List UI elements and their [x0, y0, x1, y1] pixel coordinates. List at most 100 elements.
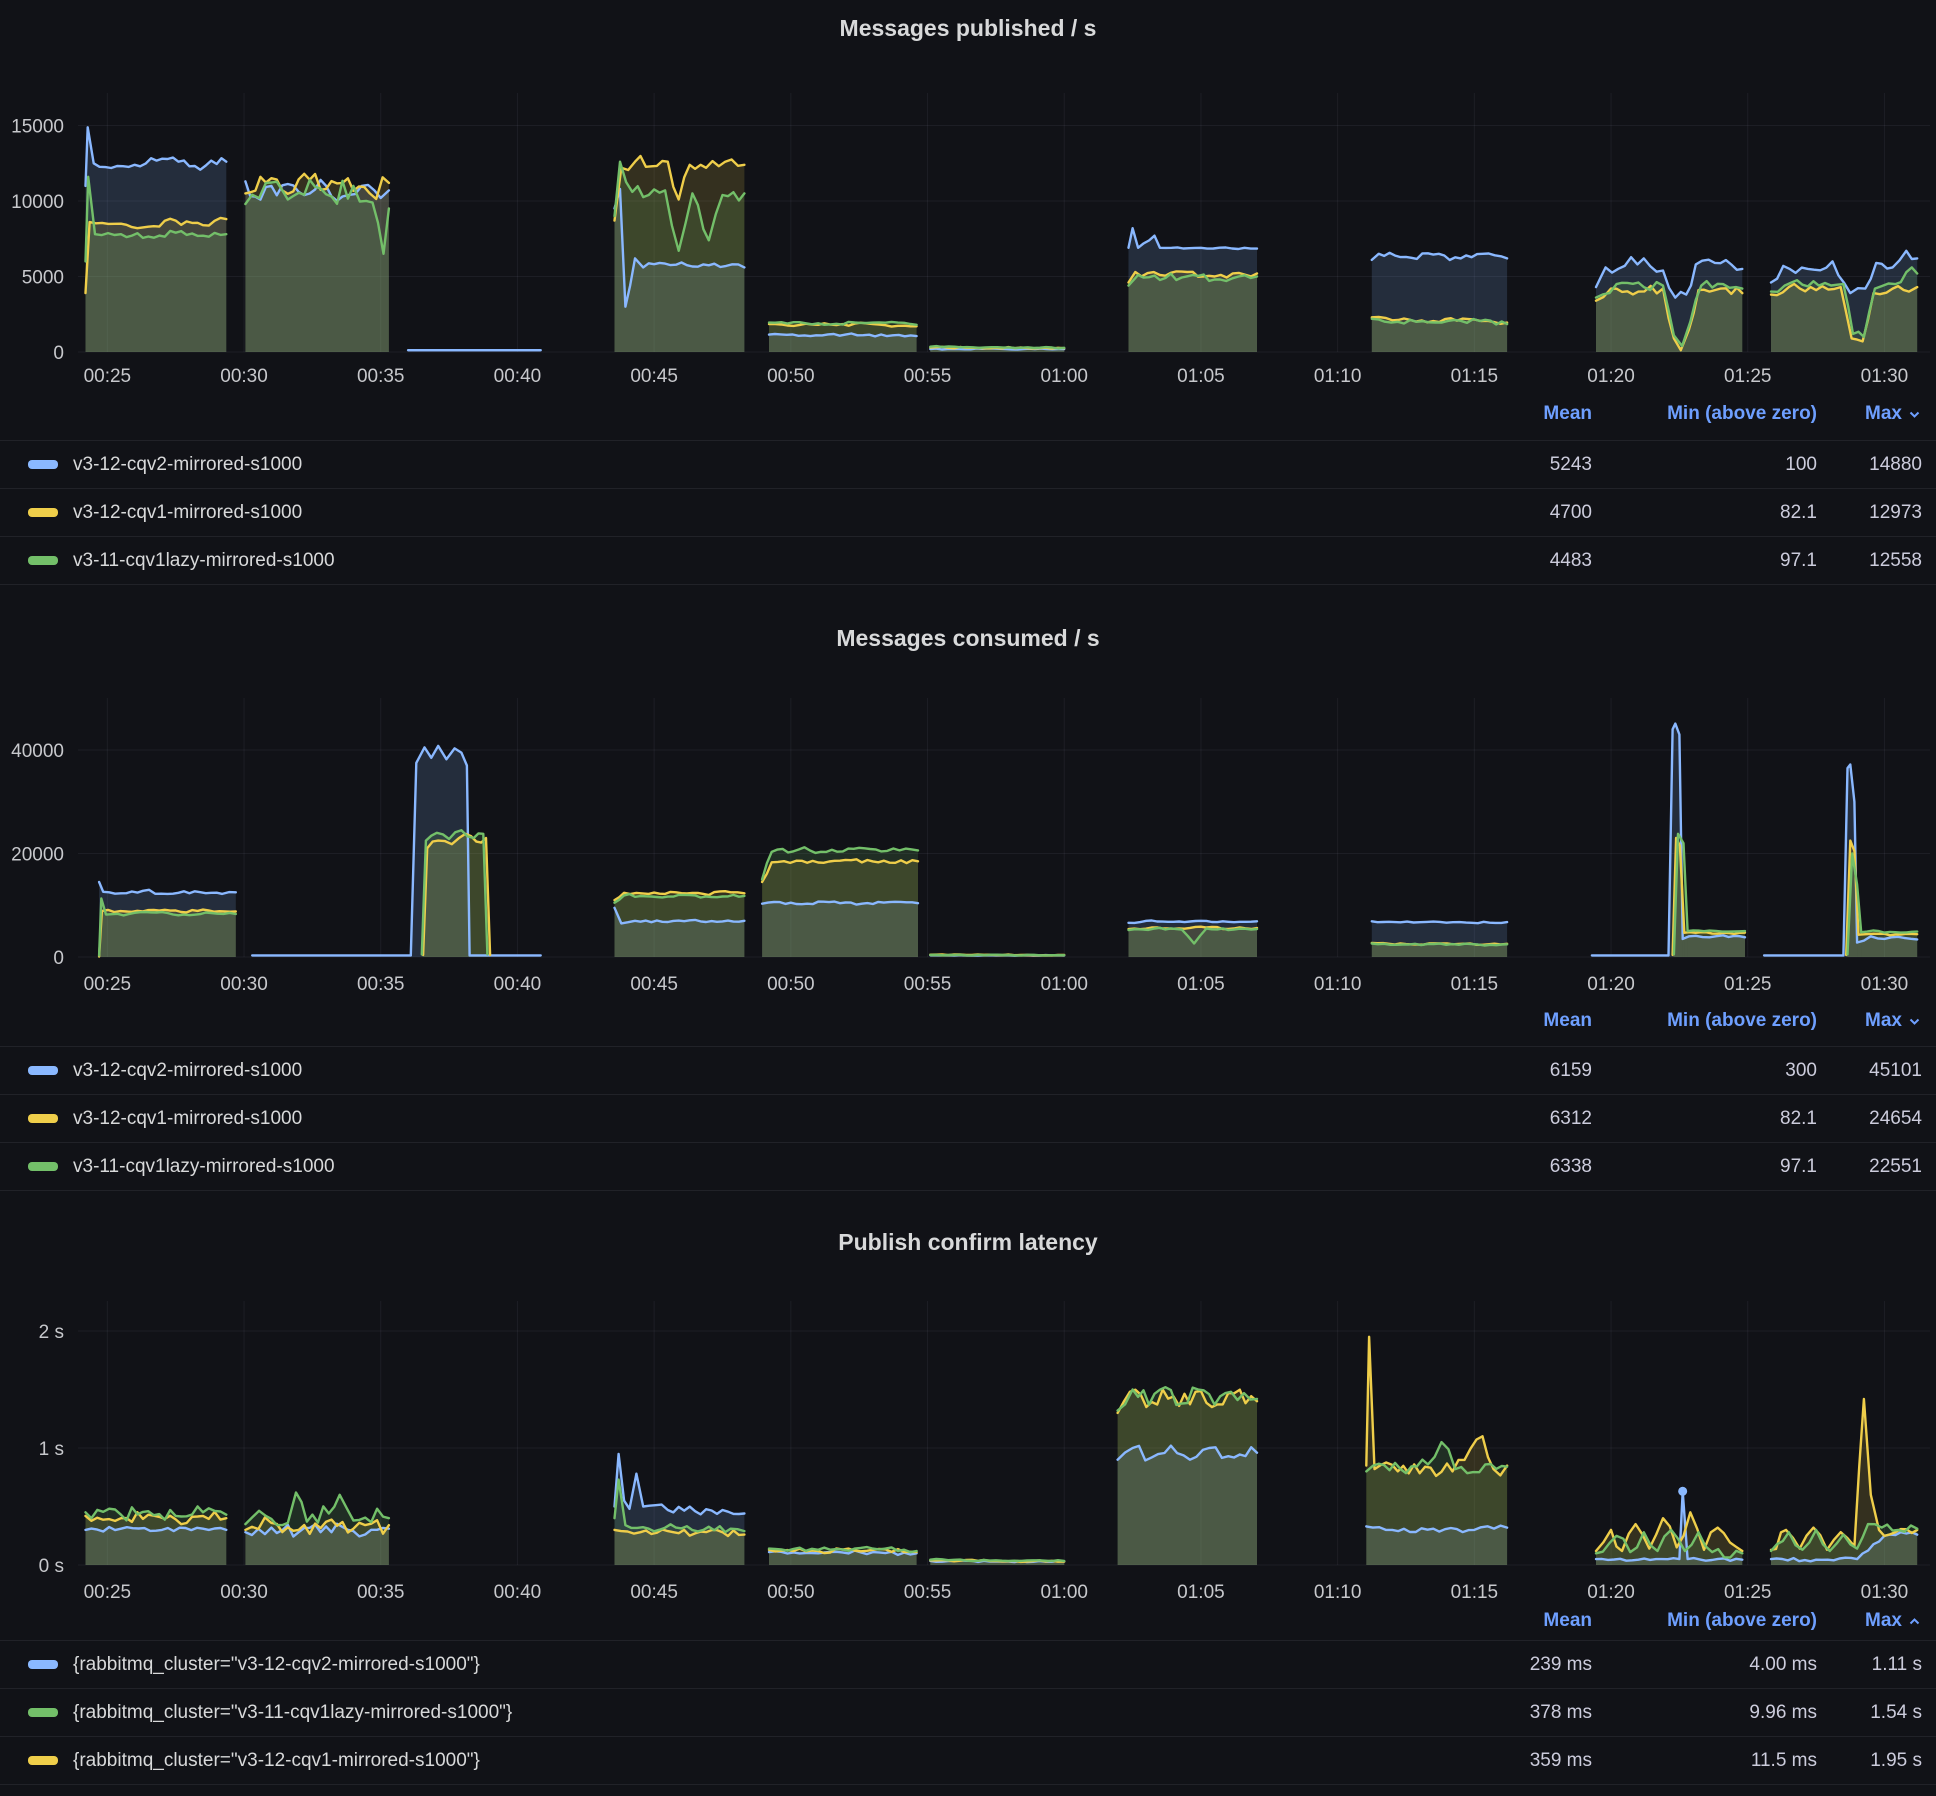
series-label[interactable]: v3-11-cqv1lazy-mirrored-s1000 — [73, 549, 335, 571]
series-color-swatch-blue[interactable] — [28, 1066, 58, 1075]
panel-title-publish-confirm-latency[interactable]: Publish confirm latency — [838, 1229, 1098, 1255]
series-line-blue — [1842, 763, 1859, 957]
series-color-swatch-yellow[interactable] — [28, 1756, 58, 1765]
series-label[interactable]: v3-12-cqv1-mirrored-s1000 — [73, 1107, 303, 1129]
svg-text:00:45: 00:45 — [630, 366, 678, 387]
legend-row: v3-11-cqv1lazy-mirrored-s1000 4483 97.1 125… — [0, 536, 1936, 584]
value-max: 22551 — [1869, 1155, 1922, 1177]
series-color-swatch-green[interactable] — [28, 1162, 58, 1171]
series-color-swatch-green[interactable] — [28, 556, 58, 565]
grid — [78, 93, 1930, 353]
area-fill-blue — [1857, 936, 1918, 957]
legend-column-label: Max — [1865, 1010, 1902, 1031]
legend-column-label: Mean — [1543, 403, 1592, 424]
series-line-blue — [1127, 919, 1259, 925]
series-line-blue — [1769, 1531, 1919, 1563]
series-line-green — [1769, 1522, 1919, 1553]
area-fill-blue — [614, 907, 745, 957]
series-line-green — [84, 1505, 228, 1522]
svg-text:01:10: 01:10 — [1314, 974, 1362, 995]
panel-title-messages-published[interactable]: Messages published / s — [839, 15, 1097, 41]
series-line-yellow — [1365, 1335, 1509, 1478]
series-line-blue — [1127, 227, 1259, 251]
series-line-blue — [1667, 722, 1684, 957]
series-label[interactable]: v3-11-cqv1lazy-mirrored-s1000 — [73, 1155, 335, 1177]
legend-column-label: Min (above zero) — [1667, 1010, 1817, 1031]
series-line-yellow — [421, 832, 492, 957]
series-line-green — [767, 320, 918, 326]
legend-messages-consumed: Mean Min (above zero) Max v3-12-cqv2-mirro… — [0, 996, 1936, 1191]
messages-consumed-chart[interactable]: 0 20000 40000 00:25 00:30 00:35 00:40 00:45 00:5… — [0, 688, 1936, 996]
series-label[interactable]: v3-12-cqv2-mirrored-s1000 — [73, 1059, 303, 1081]
series-line-green — [613, 892, 746, 904]
area-fill-green — [1128, 273, 1257, 352]
series-color-swatch-green[interactable] — [28, 1708, 58, 1717]
svg-text:00:45: 00:45 — [630, 974, 678, 995]
series-color-swatch-blue[interactable] — [28, 1660, 58, 1669]
series-color-swatch-blue[interactable] — [28, 460, 58, 469]
publish-confirm-latency-chart[interactable]: 0 s1 s2 s00:25 00:30 00:35 00:40 00:45 00:50 0… — [0, 1288, 1936, 1610]
value-mean: 359 ms — [1529, 1749, 1592, 1771]
area-fill-yellow — [614, 1529, 745, 1565]
x-axis: 00:25 00:30 00:35 00:40 00:45 00:50 00:55 01:00… — [84, 1582, 1909, 1603]
area-fill-green — [614, 161, 745, 352]
legend-column-label: Max — [1865, 1610, 1902, 1631]
series-line-blue — [1594, 1490, 1744, 1562]
legend-sort-mean[interactable]: Mean — [1442, 1610, 1592, 1632]
svg-text:00:30: 00:30 — [220, 1582, 268, 1603]
messages-published-chart[interactable]: 0 5000 10000 15000 00:25 00:30 00:35 00:40 00:45… — [0, 48, 1936, 388]
value-min: 82.1 — [1780, 501, 1817, 523]
svg-text:00:35: 00:35 — [357, 1582, 405, 1603]
area-fill-blue — [1371, 252, 1508, 352]
series-label[interactable]: {rabbitmq_cluster="v3-12-cqv2-mirrored-s… — [73, 1653, 480, 1675]
svg-text:2 s: 2 s — [39, 1322, 64, 1343]
value-max: 45101 — [1869, 1059, 1922, 1081]
svg-text:01:00: 01:00 — [1040, 1582, 1088, 1603]
series-label[interactable]: v3-12-cqv2-mirrored-s1000 — [73, 453, 303, 475]
svg-text:10000: 10000 — [11, 192, 64, 213]
series-line-blue — [1855, 935, 1919, 944]
area-fill-yellow — [99, 909, 236, 957]
legend-sort-min-above-zero[interactable]: Min (above zero) — [1592, 1610, 1817, 1632]
legend-sort-min-above-zero[interactable]: Min (above zero) — [1592, 403, 1817, 425]
series-fills — [85, 1336, 1918, 1565]
area-fill-yellow — [423, 833, 491, 957]
series-label[interactable]: {rabbitmq_cluster="v3-12-cqv1-mirrored-s… — [73, 1749, 480, 1771]
svg-text:00:25: 00:25 — [84, 366, 132, 387]
svg-text:00:30: 00:30 — [220, 974, 268, 995]
series-line-blue — [1681, 934, 1747, 941]
series-line-green — [767, 1545, 918, 1554]
series-line-blue — [613, 187, 746, 308]
value-max: 12558 — [1869, 549, 1922, 571]
panel-messages-published: Messages published / s 0 5000 10000 15000 00… — [0, 0, 1936, 592]
legend-sort-max[interactable]: Max — [1817, 1010, 1922, 1032]
legend-rows: v3-12-cqv2-mirrored-s1000 5243 100 14880 v3-… — [0, 440, 1936, 585]
svg-text:00:40: 00:40 — [494, 366, 542, 387]
series-line-yellow — [84, 216, 228, 295]
series-line-blue — [409, 744, 471, 957]
series-line-green — [1686, 929, 1747, 933]
legend-sort-min-above-zero[interactable]: Min (above zero) — [1592, 1010, 1817, 1032]
value-max: 1.54 s — [1870, 1701, 1922, 1723]
series-color-swatch-yellow[interactable] — [28, 508, 58, 517]
series-line-blue — [1116, 1444, 1259, 1462]
series-line-blue — [1594, 256, 1744, 299]
svg-text:01:20: 01:20 — [1587, 366, 1635, 387]
panel-title-messages-consumed[interactable]: Messages consumed / s — [836, 625, 1100, 651]
series-line-yellow — [1594, 1511, 1744, 1553]
series-color-swatch-yellow[interactable] — [28, 1114, 58, 1123]
legend-sort-max[interactable]: Max — [1817, 403, 1922, 425]
legend-sort-mean[interactable]: Mean — [1442, 403, 1592, 425]
area-fill-yellow — [614, 156, 745, 352]
legend-sort-mean[interactable]: Mean — [1442, 1010, 1592, 1032]
area-fill-green — [85, 176, 227, 352]
series-label[interactable]: {rabbitmq_cluster="v3-11-cqv1lazy-mirror… — [73, 1701, 513, 1723]
legend-row: {rabbitmq_cluster="v3-12-cqv2-mirrored-s… — [0, 1640, 1936, 1688]
legend-sort-max[interactable]: Max — [1817, 1610, 1922, 1632]
svg-text:01:30: 01:30 — [1861, 974, 1909, 995]
svg-text:00:40: 00:40 — [494, 1582, 542, 1603]
legend-column-label: Max — [1865, 403, 1902, 424]
area-fill-blue — [85, 127, 227, 352]
series-label[interactable]: v3-12-cqv1-mirrored-s1000 — [73, 501, 303, 523]
value-min: 4.00 ms — [1749, 1653, 1817, 1675]
